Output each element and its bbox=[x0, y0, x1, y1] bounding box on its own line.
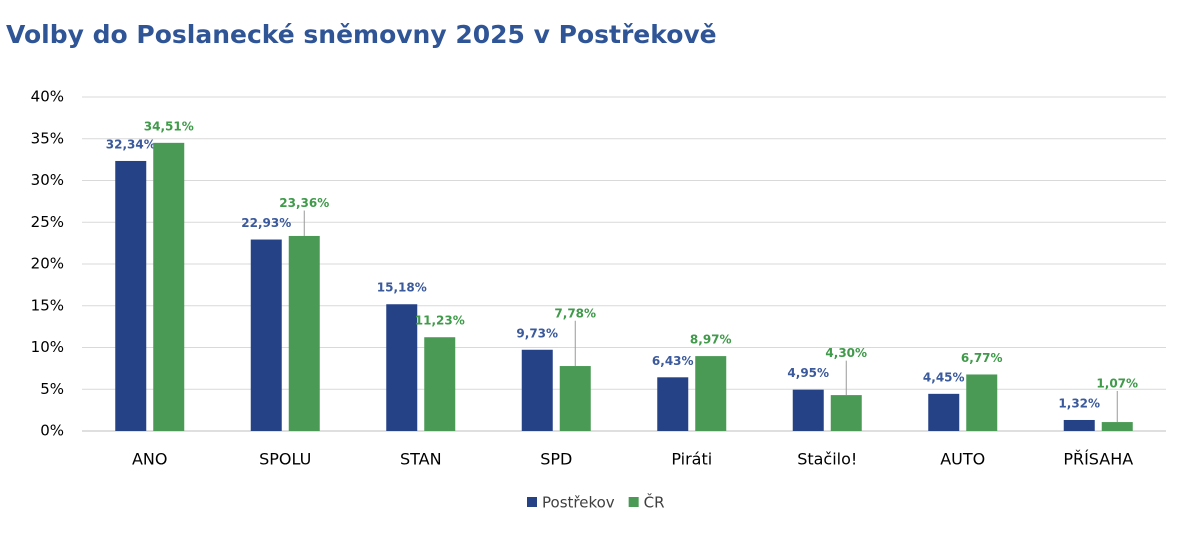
data-label: 1,32% bbox=[1058, 396, 1100, 410]
bar bbox=[424, 337, 456, 431]
bar bbox=[695, 356, 727, 431]
x-tick-label: SPD bbox=[540, 450, 572, 469]
bar bbox=[1063, 419, 1095, 431]
bar bbox=[521, 349, 553, 431]
chart-title: Volby do Poslanecké sněmovny 2025 v Post… bbox=[6, 20, 717, 49]
data-label: 32,34% bbox=[106, 137, 156, 151]
x-tick-label: STAN bbox=[400, 450, 442, 469]
bar bbox=[792, 389, 824, 431]
legend-swatch bbox=[628, 497, 639, 507]
y-tick-label: 25% bbox=[31, 213, 64, 231]
y-tick-label: 20% bbox=[31, 255, 64, 273]
data-label: 7,78% bbox=[554, 306, 596, 320]
legend-swatch bbox=[527, 497, 537, 507]
x-tick-label: Stačilo! bbox=[797, 450, 857, 469]
data-label: 34,51% bbox=[144, 119, 194, 133]
x-tick-label: AUTO bbox=[940, 450, 985, 469]
x-tick-label: ANO bbox=[132, 450, 168, 469]
data-label: 1,07% bbox=[1096, 376, 1138, 390]
y-tick-label: 5% bbox=[40, 380, 64, 398]
bar bbox=[830, 395, 862, 431]
x-tick-label: Piráti bbox=[671, 450, 712, 469]
x-tick-label: PŘÍSAHA bbox=[1063, 450, 1133, 469]
y-tick-label: 15% bbox=[31, 296, 64, 314]
legend-label: ČR bbox=[644, 493, 665, 512]
data-label: 15,18% bbox=[377, 281, 427, 295]
bar bbox=[928, 393, 960, 431]
bar bbox=[386, 304, 418, 431]
data-label: 22,93% bbox=[241, 216, 291, 230]
data-label: 4,95% bbox=[787, 366, 829, 380]
bar bbox=[153, 142, 185, 432]
x-tick-label: SPOLU bbox=[259, 450, 311, 469]
bar bbox=[250, 239, 282, 431]
data-label: 6,43% bbox=[652, 354, 694, 368]
data-label: 4,45% bbox=[923, 370, 965, 384]
y-tick-label: 10% bbox=[31, 338, 64, 356]
data-label: 11,23% bbox=[415, 314, 465, 328]
y-tick-label: 35% bbox=[31, 129, 64, 147]
bar bbox=[115, 160, 147, 431]
y-tick-label: 40% bbox=[31, 88, 64, 106]
bar bbox=[966, 374, 998, 431]
data-label: 6,77% bbox=[961, 351, 1003, 365]
data-label: 9,73% bbox=[516, 326, 558, 340]
data-label: 4,30% bbox=[825, 346, 867, 360]
y-tick-label: 0% bbox=[40, 422, 64, 440]
data-label: 8,97% bbox=[690, 333, 732, 347]
data-label: 23,36% bbox=[279, 196, 329, 210]
bar bbox=[657, 377, 689, 431]
bar bbox=[559, 366, 591, 431]
bar bbox=[288, 235, 320, 431]
legend-label: Postřekov bbox=[542, 494, 615, 512]
bar bbox=[1101, 422, 1133, 431]
y-tick-label: 30% bbox=[31, 171, 64, 189]
